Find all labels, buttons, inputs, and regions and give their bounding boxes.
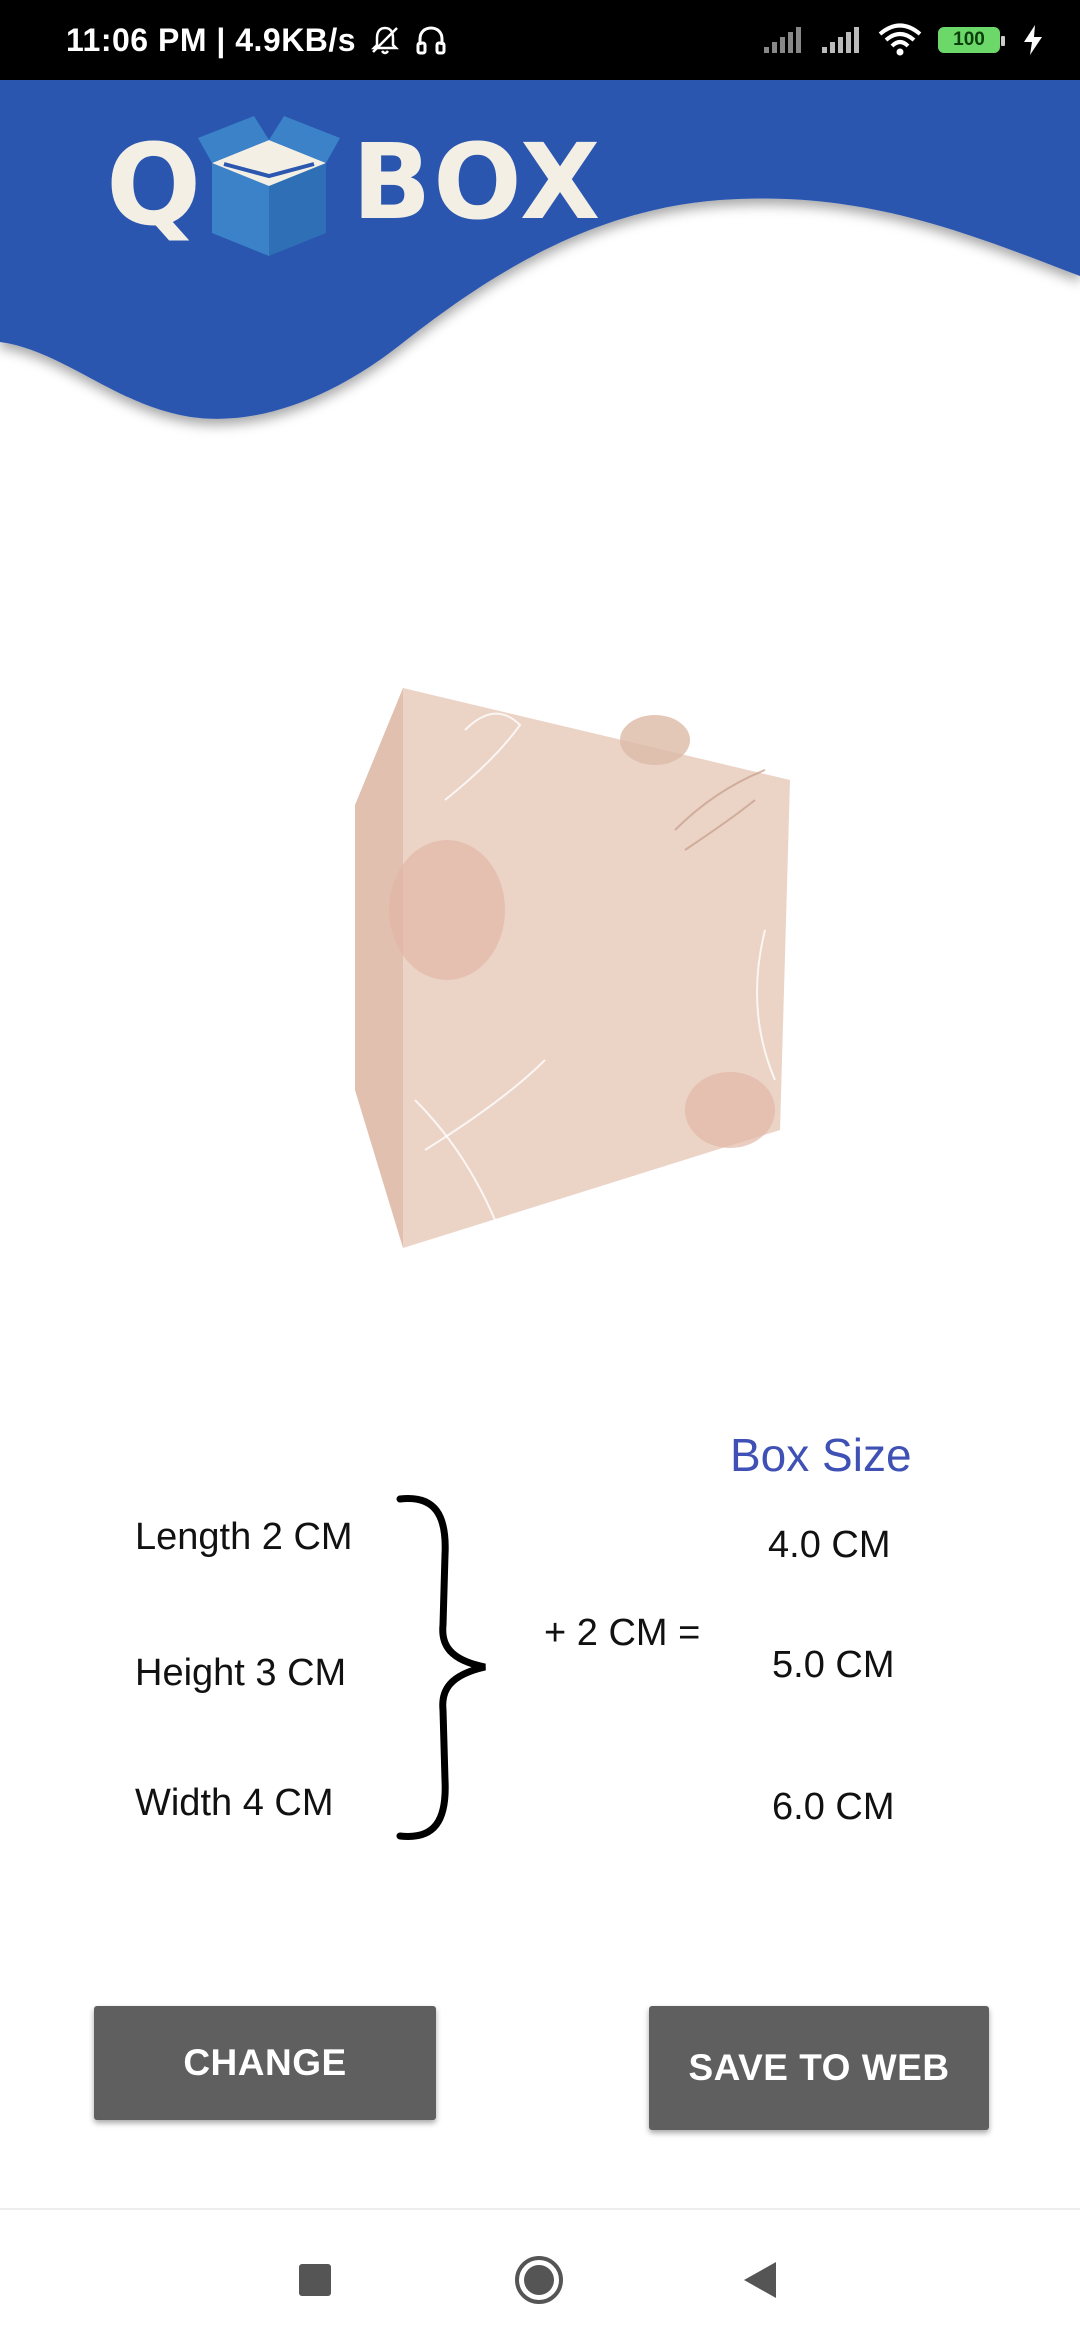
logo-box-text: BOX: [352, 121, 603, 243]
save-to-web-button[interactable]: SAVE TO WEB: [649, 2006, 989, 2130]
box-logo-icon: [198, 116, 340, 256]
navigation-bar: [0, 2208, 1080, 2342]
status-time: 11:06 PM | 4.9KB/s: [66, 21, 357, 58]
mute-notification-icon: [371, 26, 400, 55]
charging-icon: [1024, 25, 1042, 55]
logo-q: Q: [106, 121, 204, 251]
status-bar: 11:06 PM | 4.9KB/s: [0, 0, 1080, 80]
signal-icon-2: [822, 27, 859, 53]
headphones-icon: [416, 26, 446, 55]
plus-two-cm-label: + 2 CM =: [544, 1612, 701, 1654]
wifi-icon: [878, 23, 922, 56]
home-icon[interactable]: [513, 2254, 565, 2306]
battery-indicator: 100: [938, 27, 1005, 53]
box-3d-preview[interactable]: [355, 680, 805, 1250]
height-label: Height 3 CM: [135, 1652, 347, 1694]
curly-brace: [396, 1495, 486, 1840]
header-banner: Q BOX: [0, 80, 1080, 460]
signal-icon: [764, 27, 801, 53]
recent-apps-icon[interactable]: [299, 2264, 331, 2296]
qbox-logo: Q BOX: [106, 108, 600, 258]
length-label: Length 2 CM: [135, 1516, 353, 1558]
width-label: Width 4 CM: [135, 1782, 334, 1824]
change-button[interactable]: CHANGE: [94, 2006, 436, 2120]
box-size-title: Box Size: [730, 1429, 912, 1481]
box-size-height-value: 5.0 CM: [772, 1644, 895, 1686]
back-icon[interactable]: [742, 2260, 778, 2300]
box-size-length-value: 4.0 CM: [768, 1524, 891, 1566]
box-size-width-value: 6.0 CM: [772, 1786, 895, 1828]
